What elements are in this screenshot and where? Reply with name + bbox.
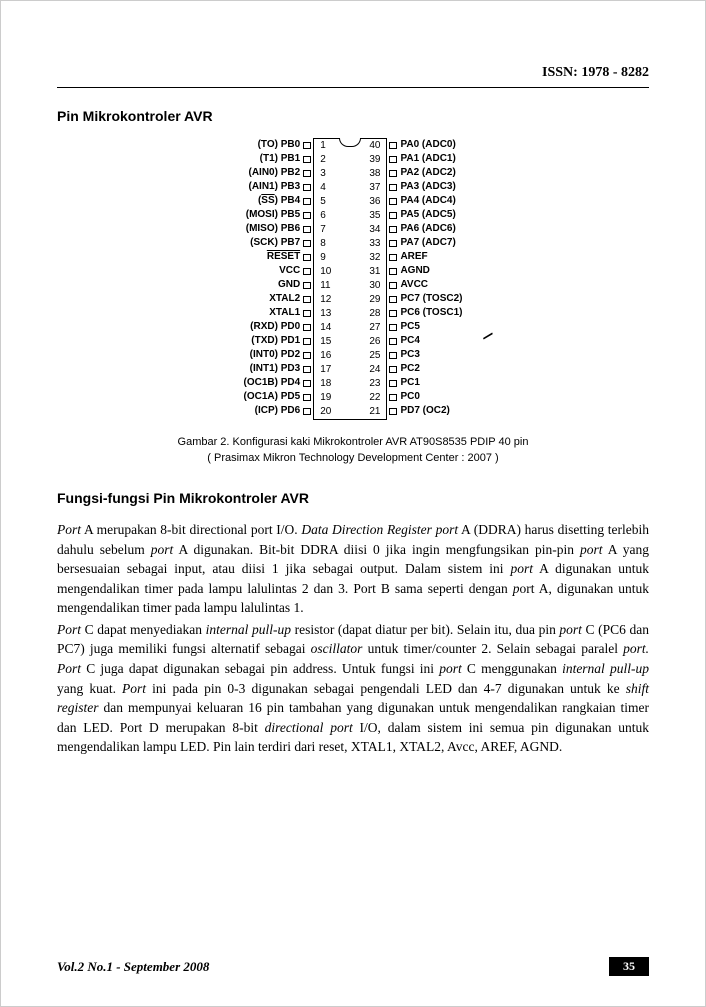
pin-left-5: (SS) PB4 — [255, 194, 311, 208]
pin-right-34: PA6 (ADC6) — [389, 222, 458, 236]
pin-right-31: AGND — [389, 264, 432, 278]
pin-left-7: (MISO) PB6 — [243, 222, 311, 236]
pin-right-28: PC6 (TOSC1) — [389, 306, 465, 320]
pin-right-29: PC7 (TOSC2) — [389, 292, 465, 306]
pin-left-9: RESET — [264, 250, 311, 264]
pin-left-1: (TO) PB0 — [255, 138, 312, 152]
pin-right-24: PC2 — [389, 362, 422, 376]
pin-left-12: XTAL2 — [266, 292, 311, 306]
pin-left-4: (AIN1) PB3 — [246, 180, 312, 194]
pin-left-11: GND — [275, 278, 311, 292]
pin-right-33: PA7 (ADC7) — [389, 236, 458, 250]
pin-left-8: (SCK) PB7 — [247, 236, 311, 250]
paragraph-2: Port C dapat menyediakan internal pull-u… — [57, 620, 649, 757]
pin-right-38: PA2 (ADC2) — [389, 166, 458, 180]
pin-left-14: (RXD) PD0 — [247, 320, 311, 334]
left-pin-labels: (TO) PB0(T1) PB1(AIN0) PB2(AIN1) PB3(SS)… — [241, 138, 312, 418]
top-rule — [57, 87, 649, 88]
pin-left-19: (OC1A) PD5 — [241, 390, 312, 404]
pin-right-37: PA3 (ADC3) — [389, 180, 458, 194]
pin-right-21: PD7 (OC2) — [389, 404, 452, 418]
pin-right-36: PA4 (ADC4) — [389, 194, 458, 208]
page-number: 35 — [609, 957, 649, 976]
ic-body: 1234567891011121314151617181920 40393837… — [313, 138, 387, 420]
pin-left-16: (INT0) PD2 — [247, 348, 312, 362]
chip-diagram: (TO) PB0(T1) PB1(AIN0) PB2(AIN1) PB3(SS)… — [57, 138, 649, 420]
stray-mark: \ — [479, 331, 495, 340]
pin-left-6: (MOSI) PB5 — [243, 208, 311, 222]
pin-right-23: PC1 — [389, 376, 422, 390]
pin-left-15: (TXD) PD1 — [248, 334, 311, 348]
pin-right-25: PC3 — [389, 348, 422, 362]
pin-right-27: PC5 — [389, 320, 422, 334]
figure-source: ( Prasimax Mikron Technology Development… — [57, 452, 649, 464]
pin-left-10: VCC — [276, 264, 311, 278]
pin-left-2: (T1) PB1 — [257, 152, 312, 166]
pin-right-32: AREF — [389, 250, 430, 264]
pin-right-35: PA5 (ADC5) — [389, 208, 458, 222]
page: ISSN: 1978 - 8282 Pin Mikrokontroler AVR… — [0, 0, 706, 1007]
pin-right-40: PA0 (ADC0) — [389, 138, 458, 152]
pin-right-26: PC4 — [389, 334, 422, 348]
pin-left-17: (INT1) PD3 — [247, 362, 312, 376]
pin-left-20: (ICP) PD6 — [252, 404, 312, 418]
paragraph-1: Port A merupakan 8-bit directional port … — [57, 520, 649, 618]
pin-right-30: AVCC — [389, 278, 431, 292]
right-pin-numbers: 4039383736353433323130292827262524232221 — [363, 139, 386, 419]
section-title-1: Pin Mikrokontroler AVR — [57, 108, 649, 124]
pin-left-13: XTAL1 — [266, 306, 311, 320]
figure-caption: Gambar 2. Konfigurasi kaki Mikrokontrole… — [57, 436, 649, 448]
volume-info: Vol.2 No.1 - September 2008 — [57, 959, 209, 975]
left-pin-numbers: 1234567891011121314151617181920 — [314, 139, 337, 419]
pin-right-22: PC0 — [389, 390, 422, 404]
pin-left-3: (AIN0) PB2 — [246, 166, 312, 180]
right-pin-labels: \ PA0 (ADC0)PA1 (ADC1)PA2 (ADC2)PA3 (ADC… — [389, 138, 465, 418]
pin-right-39: PA1 (ADC1) — [389, 152, 458, 166]
page-footer: Vol.2 No.1 - September 2008 35 — [57, 957, 649, 976]
section-title-2: Fungsi-fungsi Pin Mikrokontroler AVR — [57, 490, 649, 506]
pin-left-18: (OC1B) PD4 — [241, 376, 312, 390]
issn-label: ISSN: 1978 - 8282 — [57, 65, 649, 81]
